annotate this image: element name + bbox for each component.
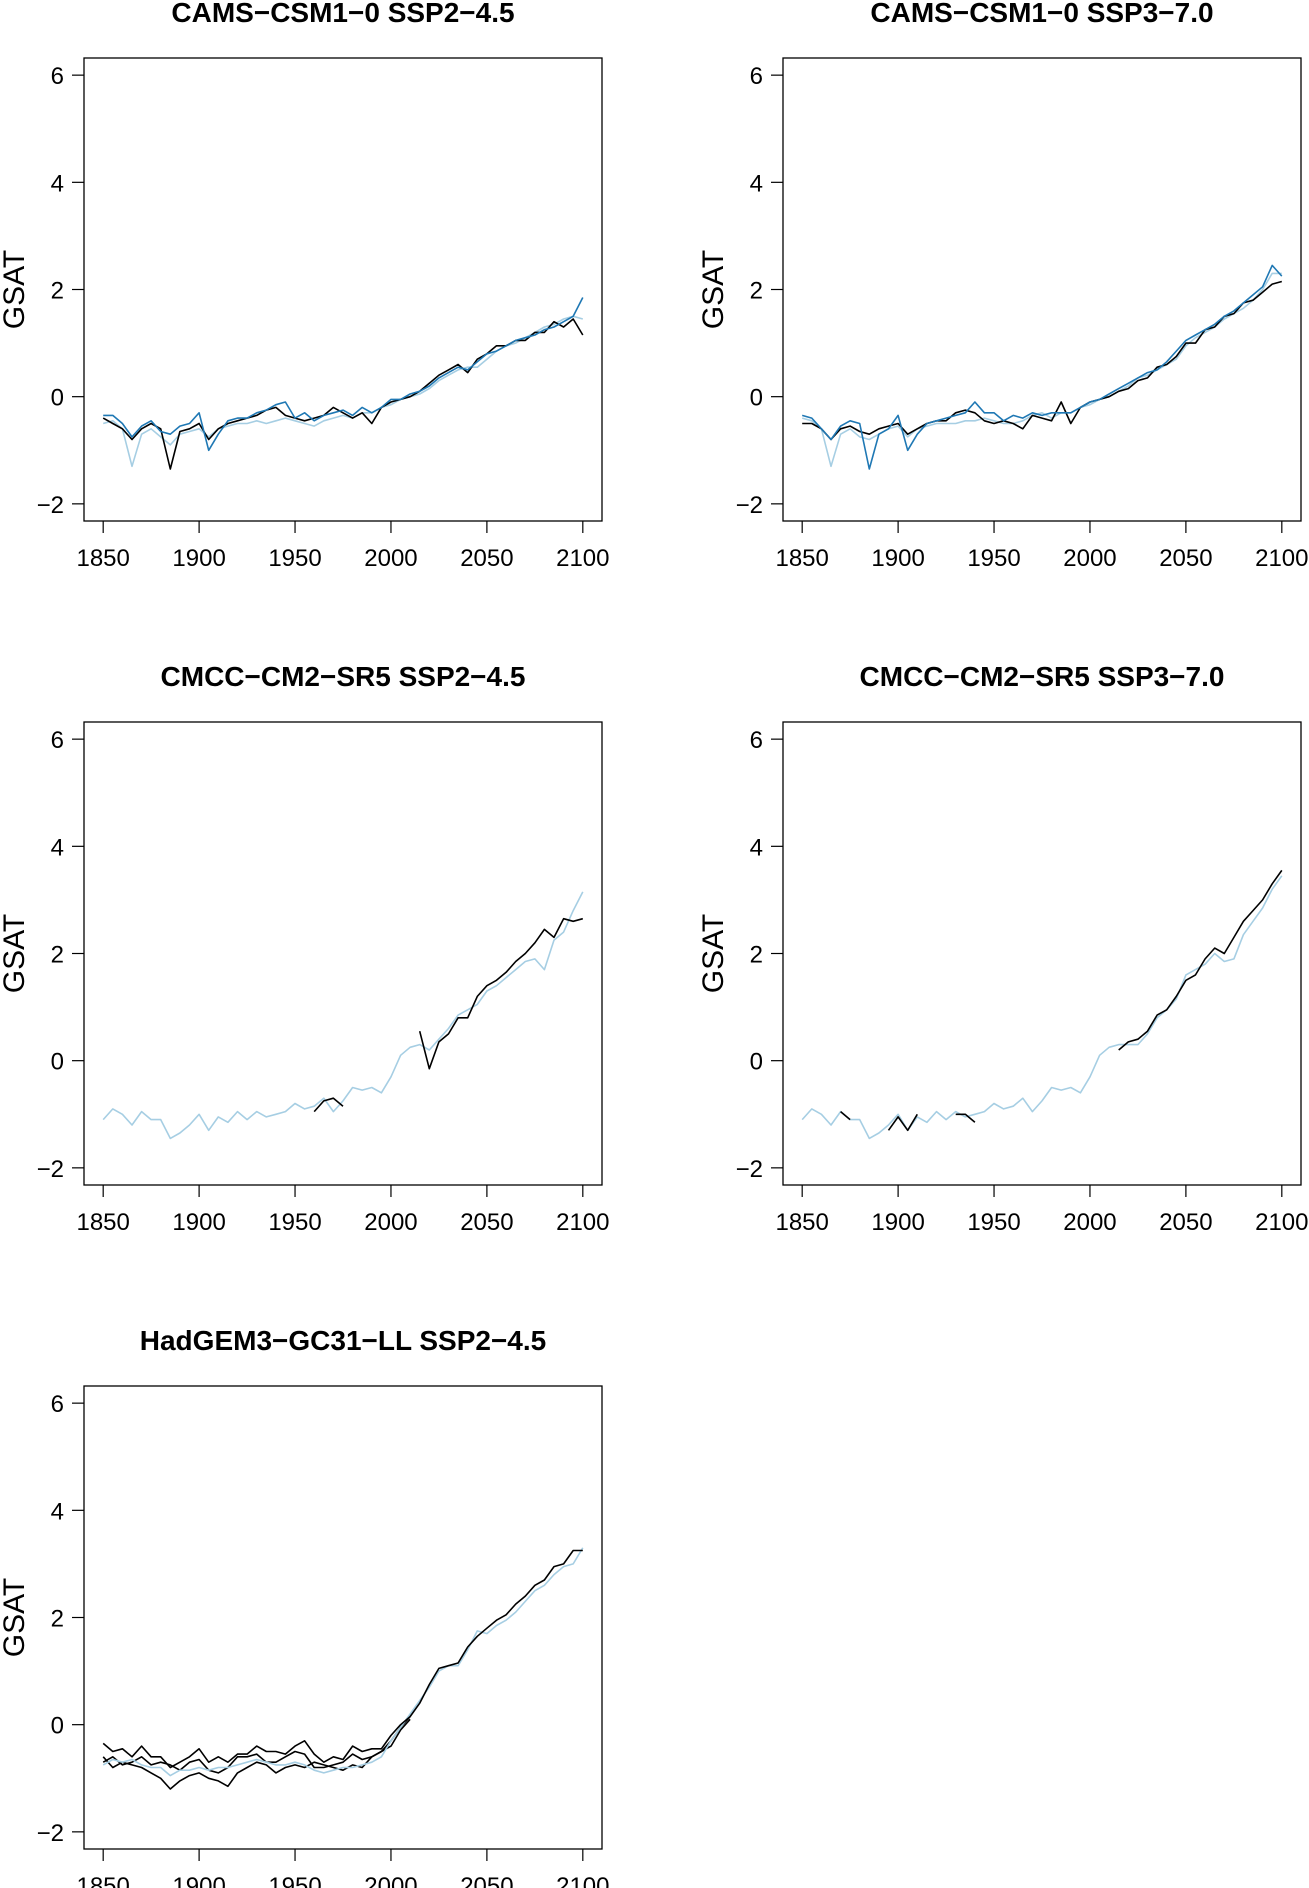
x-tick-label: 2050: [460, 1209, 513, 1236]
y-tick-label: 0: [51, 1049, 64, 1076]
panel-title: HadGEM3−GC31−LL SSP2−4.5: [140, 1325, 546, 1356]
x-tick-label: 2100: [1255, 1209, 1308, 1236]
plot-frame: [83, 57, 603, 522]
x-tick-label: 2100: [556, 1873, 609, 1888]
x-tick-label: 1850: [775, 1209, 828, 1236]
x-tick-label: 2000: [1063, 1209, 1116, 1236]
y-tick-label: 6: [51, 727, 64, 754]
y-tick-label: 6: [51, 1391, 64, 1418]
y-tick-label: −2: [736, 492, 763, 519]
x-tick-label: 1950: [268, 1873, 321, 1888]
x-tick-label: 2000: [364, 1873, 417, 1888]
y-tick-label: 2: [51, 1606, 64, 1633]
y-tick-label: 4: [750, 834, 763, 861]
y-tick-label: 0: [750, 1049, 763, 1076]
x-tick-label: 1950: [268, 1209, 321, 1236]
y-tick-label: 4: [51, 834, 64, 861]
series-line-4: [102, 1549, 583, 1769]
x-tick-label: 2100: [556, 545, 609, 572]
x-tick-label: 1900: [172, 1209, 225, 1236]
panel-title: CAMS−CSM1−0 SSP2−4.5: [171, 0, 514, 28]
x-tick-label: 1850: [76, 1873, 129, 1888]
x-tick-label: 1900: [172, 545, 225, 572]
y-tick-label: 6: [51, 63, 64, 90]
panel-4: CMCC−CM2−SR5 SSP3−7.0 GSAT −2 0 2 4 6 1850 1900 1…: [697, 661, 1309, 1236]
x-tick-label: 1900: [871, 545, 924, 572]
panel-title: CAMS−CSM1−0 SSP3−7.0: [870, 0, 1213, 28]
y-tick-label: 4: [51, 170, 64, 197]
y-tick-label: 4: [51, 1498, 64, 1525]
x-tick-label: 2050: [1159, 545, 1212, 572]
y-tick-label: 6: [750, 727, 763, 754]
x-tick-label: 2100: [1255, 545, 1308, 572]
series-line-2: [102, 318, 584, 470]
x-tick-label: 1900: [871, 1209, 924, 1236]
x-tick-label: 1950: [967, 545, 1020, 572]
series-line-2: [802, 280, 1283, 441]
y-tick-label: 0: [51, 1713, 64, 1740]
y-axis-label: GSAT: [0, 250, 31, 329]
series-line-2: [102, 1716, 411, 1774]
y-tick-label: −2: [37, 1156, 64, 1183]
series-line-1: [801, 272, 1282, 468]
series-line-2: [840, 869, 1283, 1132]
x-tick-label: 2050: [460, 1873, 513, 1888]
y-tick-label: −2: [736, 1156, 763, 1183]
x-tick-label: 2050: [460, 545, 513, 572]
y-tick-label: −2: [37, 1820, 64, 1847]
series-line-2: [313, 917, 584, 1113]
x-tick-label: 1950: [967, 1209, 1020, 1236]
series-line-3: [102, 1547, 584, 1777]
series-line-1: [102, 1718, 411, 1790]
x-tick-label: 1850: [775, 545, 828, 572]
series-line-3: [103, 297, 584, 452]
x-tick-label: 2050: [1159, 1209, 1212, 1236]
series-line-3: [801, 264, 1283, 470]
x-tick-label: 2000: [364, 545, 417, 572]
x-tick-label: 2000: [364, 1209, 417, 1236]
y-axis-label: GSAT: [697, 250, 730, 329]
x-tick-label: 2000: [1063, 545, 1116, 572]
y-tick-label: 4: [750, 170, 763, 197]
y-tick-label: 0: [51, 385, 64, 412]
y-axis-label: GSAT: [0, 1578, 31, 1657]
panel-title: CMCC−CM2−SR5 SSP3−7.0: [860, 661, 1225, 692]
x-tick-label: 1900: [172, 1873, 225, 1888]
panel-3: CMCC−CM2−SR5 SSP2−4.5 GSAT −2 0 2 4 6 1850 1900 1…: [0, 661, 610, 1236]
panel-5: HadGEM3−GC31−LL SSP2−4.5 GSAT −2 0 2 4 6 1850 19…: [0, 1325, 610, 1888]
panel-1: CAMS−CSM1−0 SSP2−4.5 GSAT −2 0 2 4 6 1850 1900 19…: [0, 0, 610, 572]
series-line-1: [801, 875, 1283, 1140]
y-tick-label: 2: [750, 278, 763, 305]
x-tick-label: 1850: [76, 545, 129, 572]
x-tick-label: 1850: [76, 1209, 129, 1236]
y-axis-label: GSAT: [697, 914, 730, 993]
panel-title: CMCC−CM2−SR5 SSP2−4.5: [161, 661, 526, 692]
x-tick-label: 2100: [556, 1209, 609, 1236]
x-tick-label: 1950: [268, 545, 321, 572]
y-tick-label: 2: [51, 278, 64, 305]
series-line-1: [102, 891, 584, 1140]
series-line-1: [102, 315, 584, 468]
y-tick-label: 6: [750, 63, 763, 90]
y-tick-label: 0: [750, 385, 763, 412]
y-tick-label: −2: [37, 492, 64, 519]
y-tick-label: 2: [750, 942, 763, 969]
y-tick-label: 2: [51, 942, 64, 969]
y-axis-label: GSAT: [0, 914, 31, 993]
plot-frame: [782, 57, 1302, 522]
panel-2: CAMS−CSM1−0 SSP3−7.0 GSAT −2 0 2 4 6 1850 1900 19…: [697, 0, 1309, 572]
